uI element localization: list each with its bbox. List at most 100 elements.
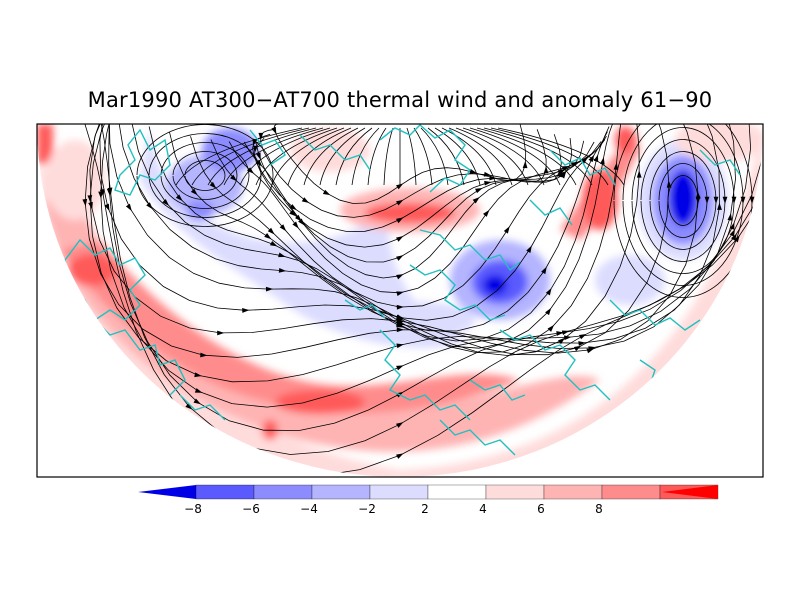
streamline bbox=[490, 127, 609, 186]
streamline-arrow bbox=[396, 327, 404, 333]
streamline-arrow bbox=[733, 235, 740, 243]
streamline bbox=[207, 127, 317, 186]
streamline-arrow bbox=[396, 255, 404, 261]
streamline-arrow bbox=[599, 157, 605, 165]
colorbar-box bbox=[601, 484, 661, 500]
streamline-arrow bbox=[561, 330, 570, 336]
streamline-arrow bbox=[484, 180, 492, 186]
streamline bbox=[239, 127, 331, 186]
streamline-arrow bbox=[396, 317, 404, 323]
streamline-arrow bbox=[82, 198, 88, 207]
colorbar-box bbox=[427, 484, 487, 500]
streamline-arrow bbox=[253, 145, 258, 153]
streamline-arrow bbox=[541, 266, 547, 275]
streamline-arrow bbox=[322, 189, 331, 196]
streamline bbox=[434, 127, 481, 186]
streamline bbox=[191, 127, 310, 186]
colorbar-box bbox=[195, 484, 255, 500]
streamline-arrow bbox=[396, 343, 404, 349]
streamline-arrow bbox=[125, 203, 132, 212]
streamline-arrow bbox=[729, 229, 735, 237]
streamline-arrow bbox=[269, 240, 278, 247]
streamline bbox=[287, 127, 352, 186]
streamline-arrow bbox=[547, 324, 555, 332]
streamline-arrow bbox=[278, 252, 286, 258]
streamline-arrow bbox=[289, 209, 297, 217]
streamline-arrow bbox=[252, 138, 258, 147]
colorbar-box bbox=[311, 484, 371, 500]
streamline-arrow bbox=[258, 132, 264, 141]
streamline-arrow bbox=[543, 166, 549, 174]
streamline-arrow bbox=[190, 188, 198, 196]
streamline-arrow bbox=[489, 175, 497, 181]
streamline-arrow bbox=[483, 209, 490, 217]
streamline-arrow bbox=[570, 161, 579, 168]
colorbar-tick-label: 2 bbox=[421, 502, 429, 516]
streamline bbox=[367, 127, 387, 186]
streamline bbox=[172, 151, 238, 200]
streamline bbox=[497, 127, 625, 186]
streamline bbox=[448, 127, 513, 186]
shaded-anomaly-field bbox=[37, 124, 763, 477]
colorbar-arrow-high bbox=[662, 485, 718, 499]
colorbar-box bbox=[253, 484, 313, 500]
streamline-arrow bbox=[545, 287, 552, 296]
streamline-arrow bbox=[146, 202, 153, 210]
streamline-arrow bbox=[107, 187, 113, 195]
streamline-arrow bbox=[264, 232, 272, 240]
streamline-arrow bbox=[740, 196, 746, 204]
figure-title: Mar1990 AT300−AT700 thermal wind and ano… bbox=[87, 88, 713, 112]
streamline bbox=[136, 124, 274, 227]
colorbar-tick-label: 4 bbox=[479, 502, 487, 516]
streamline-arrow bbox=[731, 196, 737, 204]
streamline-arrow bbox=[522, 160, 528, 169]
streamline-arrow bbox=[396, 199, 404, 206]
streamline bbox=[483, 127, 593, 186]
streamline-arrow bbox=[578, 341, 586, 346]
streamline bbox=[271, 127, 345, 186]
streamline bbox=[148, 133, 262, 218]
streamline-arrow bbox=[88, 201, 93, 210]
streamline-arrow bbox=[666, 180, 672, 188]
streamline bbox=[469, 127, 561, 186]
streamline-arrow bbox=[217, 330, 225, 336]
streamline-arrow bbox=[396, 422, 404, 428]
streamline-arrow bbox=[175, 194, 183, 202]
map-frame bbox=[36, 123, 764, 478]
streamline bbox=[223, 127, 324, 186]
streamline-arrow bbox=[396, 453, 404, 459]
streamline-arrow bbox=[209, 181, 217, 189]
streamline-arrow bbox=[396, 183, 404, 190]
streamline-arrow bbox=[193, 398, 201, 405]
colorbar-tick-label: 8 bbox=[595, 502, 603, 516]
streamline-arrow bbox=[713, 196, 719, 204]
streamline-arrow bbox=[588, 346, 596, 351]
streamline-arrow bbox=[265, 286, 274, 292]
streamline-arrow bbox=[727, 213, 733, 221]
streamline-arrow bbox=[717, 202, 722, 210]
streamline bbox=[427, 127, 465, 186]
streamline-arrow bbox=[99, 188, 105, 197]
streamline-arrow bbox=[230, 174, 238, 182]
streamline bbox=[455, 127, 529, 186]
streamline-arrow bbox=[194, 372, 202, 378]
streamline-arrow bbox=[729, 222, 735, 230]
streamline-arrow bbox=[271, 126, 277, 135]
streamline-arrow bbox=[636, 170, 642, 178]
streamline bbox=[335, 127, 373, 186]
streamline-arrow bbox=[396, 365, 404, 371]
streamline-arrow bbox=[557, 337, 566, 345]
streamline-arrow bbox=[185, 403, 193, 410]
colorbar-box bbox=[543, 484, 603, 500]
streamline-arrow bbox=[579, 334, 587, 340]
colorbar-tick-label: −4 bbox=[300, 502, 318, 516]
streamline-arrow bbox=[469, 168, 477, 174]
streamline-arrow bbox=[545, 307, 552, 316]
streamline-arrow bbox=[503, 226, 510, 234]
colorbar-box bbox=[485, 484, 545, 500]
streamline-arrow bbox=[87, 195, 93, 203]
streamline-arrow bbox=[564, 335, 572, 341]
colorbar-box bbox=[369, 484, 429, 500]
